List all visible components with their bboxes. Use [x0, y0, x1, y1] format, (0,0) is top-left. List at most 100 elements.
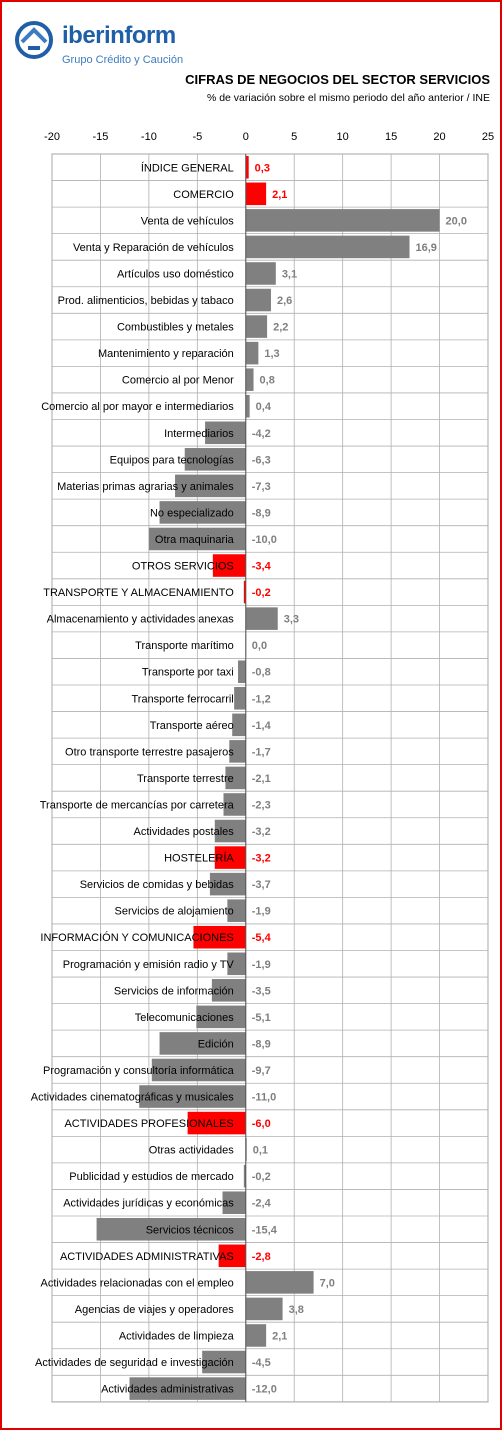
bar [245, 156, 249, 179]
value-label: -6,3 [252, 454, 271, 466]
bar [243, 1164, 246, 1188]
brand-name: iberinform [62, 22, 176, 49]
bar [227, 899, 246, 922]
category-label: Almacenamiento y actividades anexas [47, 614, 235, 626]
value-label: 0,4 [256, 401, 272, 413]
bar [245, 182, 267, 206]
bar [232, 713, 246, 737]
x-tick-label: 0 [243, 131, 249, 143]
category-label: Transporte de mercancías por carretera [40, 799, 235, 811]
iberinform-logo-icon [15, 21, 53, 59]
value-label: 3,8 [289, 1304, 304, 1316]
category-label: Transporte marítimo [135, 640, 234, 652]
value-label: -10,0 [252, 534, 277, 546]
category-label: OTROS SERVICIOS [132, 561, 234, 573]
value-label: 7,0 [320, 1277, 335, 1289]
x-tick-label: 5 [291, 131, 297, 143]
x-tick-label: -15 [92, 131, 108, 143]
category-label: Transporte terrestre [137, 773, 234, 785]
bar [218, 1244, 246, 1268]
value-label: -11,0 [252, 1092, 276, 1104]
category-label: Comercio al por Menor [122, 375, 234, 387]
bar [205, 421, 246, 445]
value-label: -6,0 [252, 1118, 271, 1130]
category-label: Venta de vehículos [141, 215, 234, 227]
category-label: Venta y Reparación de vehículos [73, 242, 234, 254]
bar [214, 819, 246, 843]
category-label: Intermediarios [164, 428, 234, 440]
bar [187, 1111, 246, 1135]
bar [159, 501, 246, 524]
value-label: -8,9 [252, 507, 271, 519]
bar-chart: -20 -15 -10 -5 0 5 10 15 20 25 ÍNDICE GENERAL 0,3 CO… [31, 131, 494, 1403]
bar [159, 1032, 246, 1055]
x-tick-label: 20 [433, 131, 445, 143]
category-label: Actividades postales [133, 826, 234, 838]
bar [245, 341, 259, 365]
bar [202, 1350, 246, 1374]
value-label: 0,3 [255, 162, 270, 174]
bar [175, 474, 246, 498]
value-label: -0,2 [252, 587, 271, 599]
bar [96, 1218, 246, 1241]
value-label: -3,2 [252, 826, 271, 838]
bar [222, 1191, 246, 1214]
value-label: -12,0 [252, 1384, 277, 1396]
value-label: -0,2 [252, 1171, 271, 1183]
category-label: Actividades administrativas [101, 1384, 234, 1396]
value-label: -4,5 [252, 1357, 271, 1369]
category-label: TRANSPORTE Y ALMACENAMIENTO [43, 587, 234, 599]
category-label: Servicios de comidas y bebidas [80, 879, 235, 891]
bar [234, 687, 246, 710]
bar [139, 1085, 246, 1108]
bar [245, 368, 254, 391]
bar [212, 554, 246, 577]
value-label: -3,2 [252, 853, 271, 865]
x-tick-label: 25 [482, 131, 494, 143]
value-label: 1,3 [264, 348, 279, 360]
category-label: Publicidad y estudios de mercado [69, 1171, 233, 1183]
x-tick-label: -5 [192, 131, 202, 143]
category-label: Servicios de alojamiento [115, 906, 234, 918]
bar [245, 315, 268, 338]
chart-title: CIFRAS DE NEGOCIOS DEL SECTOR SERVICIOS [185, 72, 490, 87]
value-label: -8,9 [252, 1038, 271, 1050]
bar [196, 1005, 246, 1029]
chart-subtitle: % de variación sobre el mismo periodo de… [206, 92, 490, 104]
category-label: Actividades de limpieza [119, 1330, 235, 1342]
bar [245, 394, 250, 418]
bar [245, 235, 410, 259]
value-label: -2,4 [252, 1198, 272, 1210]
bar [245, 1324, 267, 1347]
bar [245, 209, 440, 232]
x-tick-label: 15 [385, 131, 397, 143]
category-label: Prod. alimenticios, bebidas y tabaco [58, 295, 234, 307]
value-label: -5,1 [252, 1012, 271, 1024]
category-label: Actividades de seguridad e investigación [35, 1357, 234, 1369]
value-label: -1,2 [252, 693, 271, 705]
value-label: 2,1 [272, 1330, 287, 1342]
value-label: -1,9 [252, 959, 271, 971]
category-label: Actividades jurídicas y económicas [63, 1198, 234, 1210]
bar [243, 580, 246, 604]
category-label: Telecomunicaciones [135, 1012, 235, 1024]
category-label: Programación y emisión radio y TV [63, 959, 235, 971]
value-label: -7,3 [252, 481, 271, 493]
value-label: -4,2 [252, 428, 271, 440]
category-label: Otras actividades [149, 1145, 234, 1157]
category-label: Edición [198, 1038, 234, 1050]
category-label: Otro transporte terrestre pasajeros [65, 746, 234, 758]
value-label: 2,1 [272, 189, 287, 201]
category-label: No especializado [150, 507, 234, 519]
x-tick-label: 10 [337, 131, 349, 143]
category-label: ACTIVIDADES ADMINISTRATIVAS [60, 1251, 234, 1263]
value-label: 0,8 [260, 375, 275, 387]
value-label: 0,1 [253, 1145, 268, 1157]
bar [211, 979, 246, 1002]
value-label: -15,4 [252, 1224, 278, 1236]
category-label: Servicios técnicos [146, 1224, 235, 1236]
category-label: Agencias de viajes y operadores [75, 1304, 234, 1316]
category-label: Actividades relacionadas con el empleo [41, 1277, 234, 1289]
x-tick-label: -20 [44, 131, 60, 143]
